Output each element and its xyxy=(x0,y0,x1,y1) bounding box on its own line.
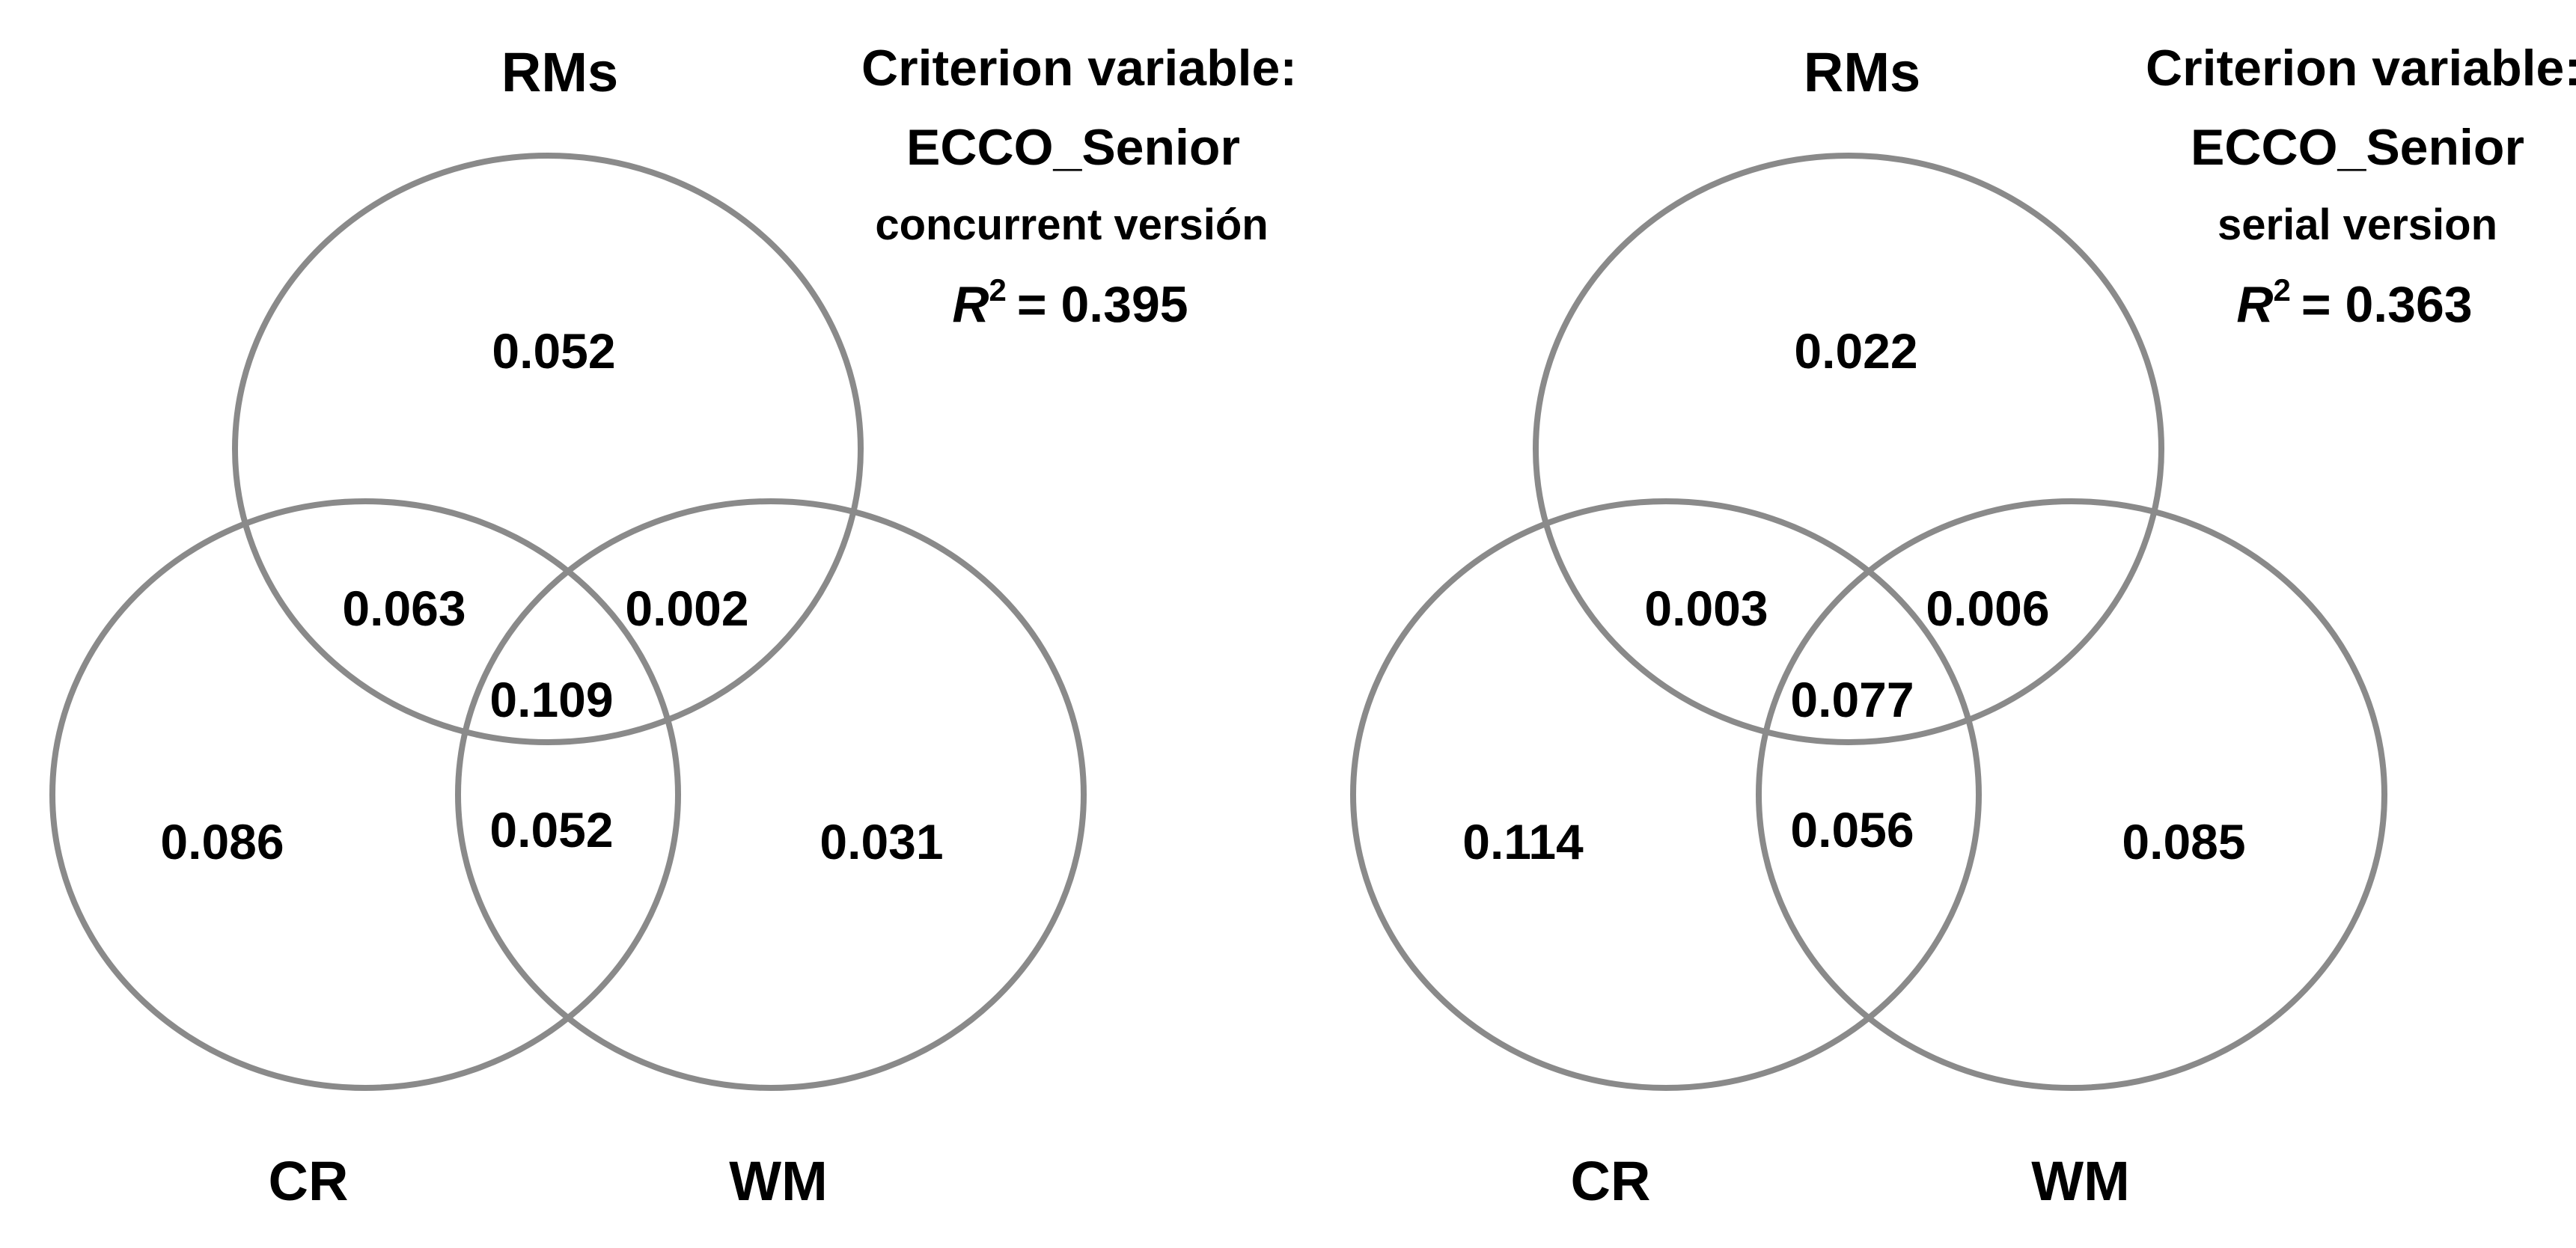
r-value: = 0.395 xyxy=(1017,276,1188,333)
set-label-cr: CR xyxy=(1571,1150,1651,1212)
r-exponent: 2 xyxy=(2273,272,2290,308)
region-rms-cr: 0.003 xyxy=(1644,581,1768,636)
r-exponent: 2 xyxy=(989,272,1006,308)
set-label-wm: WM xyxy=(729,1150,828,1212)
r-symbol: R xyxy=(952,276,989,333)
criterion-variable: ECCO_Senior xyxy=(2191,119,2524,176)
region-cr-only: 0.086 xyxy=(160,814,284,869)
r-symbol: R xyxy=(2236,276,2273,333)
criterion-version: serial version xyxy=(2218,201,2497,249)
criterion-version: concurrent versión xyxy=(875,201,1268,249)
set-label-cr: CR xyxy=(269,1150,349,1212)
circle-wm xyxy=(455,498,1087,1091)
venn-panel-serial: RMs CR WM 0.022 0.003 0.006 0.077 0.114 … xyxy=(1350,40,2576,1212)
set-label-rms: RMs xyxy=(501,41,618,103)
criterion-title: Criterion variable: xyxy=(861,40,1297,97)
region-rms-cr: 0.063 xyxy=(342,581,466,636)
region-wm-only: 0.085 xyxy=(2122,814,2245,869)
region-all: 0.109 xyxy=(489,672,613,727)
circle-rms xyxy=(1533,153,2164,745)
region-cr-wm: 0.052 xyxy=(489,802,613,857)
r-value: = 0.363 xyxy=(2301,276,2473,333)
set-label-rms: RMs xyxy=(1804,41,1920,103)
region-cr-only: 0.114 xyxy=(1462,814,1584,869)
circle-wm xyxy=(1756,498,2387,1091)
r-squared: R2 = 0.395 xyxy=(952,272,1188,333)
criterion-variable: ECCO_Senior xyxy=(906,119,1240,176)
region-rms-wm: 0.002 xyxy=(625,581,748,636)
circle-cr xyxy=(49,498,681,1091)
region-all: 0.077 xyxy=(1790,672,1914,727)
region-rms-only: 0.052 xyxy=(492,323,615,379)
criterion-title: Criterion variable: xyxy=(2146,40,2576,97)
region-rms-wm: 0.006 xyxy=(1926,581,2049,636)
region-wm-only: 0.031 xyxy=(820,814,943,869)
set-label-wm: WM xyxy=(2031,1150,2130,1212)
venn-panel-concurrent: RMs CR WM 0.052 0.063 0.002 0.109 0.086 … xyxy=(49,40,1297,1212)
circle-rms xyxy=(232,153,864,745)
region-cr-wm: 0.056 xyxy=(1790,802,1914,857)
r-squared: R2 = 0.363 xyxy=(2236,272,2472,333)
region-rms-only: 0.022 xyxy=(1794,323,1917,379)
circle-cr xyxy=(1350,498,1982,1091)
